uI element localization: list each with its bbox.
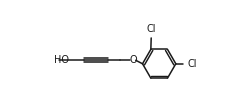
Text: Cl: Cl — [187, 59, 197, 69]
Text: Cl: Cl — [147, 24, 156, 35]
Text: O: O — [129, 55, 137, 65]
Text: HO: HO — [54, 55, 69, 65]
